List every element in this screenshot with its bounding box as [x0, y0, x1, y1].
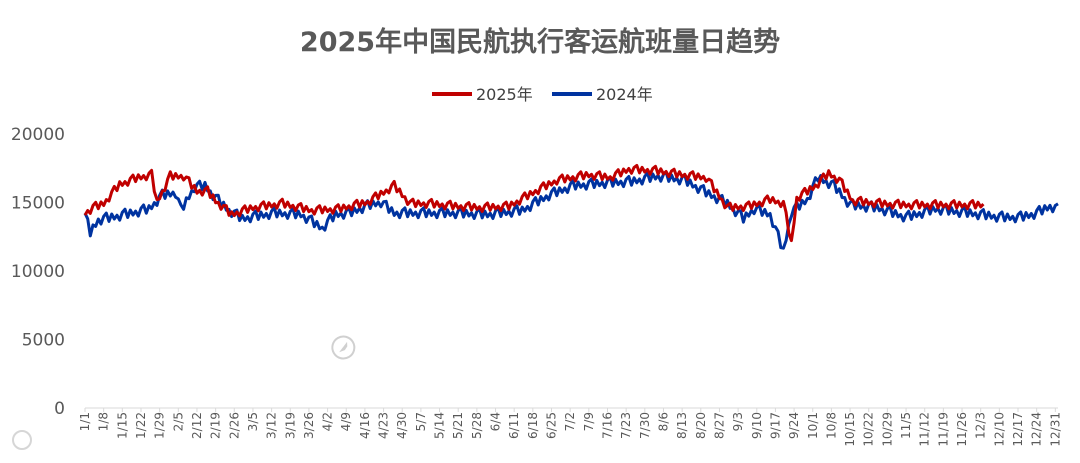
x-tick-label: 1/1 [78, 412, 92, 431]
x-tick-label: 3/19 [283, 412, 297, 439]
x-tick-label: 3/26 [302, 412, 316, 439]
y-tick-label: 0 [54, 399, 65, 419]
x-tick-label: 10/15 [843, 412, 857, 447]
x-tick-label: 1/29 [153, 412, 167, 439]
watermark [331, 335, 356, 360]
x-tick-label: 8/13 [675, 412, 689, 439]
x-tick-label: 5/21 [451, 412, 465, 439]
x-tick-label: 12/31 [1048, 412, 1062, 447]
x-tick-label: 2/12 [190, 412, 204, 439]
x-tick-label: 3/5 [246, 412, 260, 431]
x-tick-label: 4/30 [395, 412, 409, 439]
watermark-plane-icon [339, 341, 348, 353]
x-tick-label: 5/14 [433, 412, 447, 439]
y-tick-label: 10000 [11, 262, 65, 282]
x-tick-label: 4/23 [377, 412, 391, 439]
y-tick-label: 15000 [11, 194, 65, 214]
x-tick-label: 8/27 [712, 412, 726, 439]
x-tick-label: 4/2 [321, 412, 335, 431]
legend-label-2024: 2024年 [596, 85, 653, 104]
x-tick-label: 3/12 [265, 412, 279, 439]
y-axis: 20000 15000 10000 5000 0 [11, 125, 65, 419]
x-tick-label: 7/9 [582, 412, 596, 431]
corner-brand [12, 430, 32, 450]
x-tick-label: 6/18 [526, 412, 540, 439]
y-tick-label: 20000 [11, 125, 65, 145]
x-tick-label: 6/4 [489, 412, 503, 431]
x-tick-label: 4/16 [358, 412, 372, 439]
x-tick-label: 10/22 [862, 412, 876, 447]
x-tick-label: 1/8 [97, 412, 111, 431]
x-tick-label: 6/11 [507, 412, 521, 439]
x-tick-label: 8/6 [656, 412, 670, 431]
x-tick-label: 11/19 [936, 412, 950, 447]
x-tick-label: 7/2 [563, 412, 577, 431]
x-tick-label: 2/5 [171, 412, 185, 431]
x-tick-label: 10/8 [824, 412, 838, 439]
x-tick-label: 12/3 [974, 412, 988, 439]
x-tick-label: 6/25 [545, 412, 559, 439]
x-tick-label: 4/9 [339, 412, 353, 431]
x-tick-label: 9/3 [731, 412, 745, 431]
x-tick-label: 12/17 [1011, 412, 1025, 447]
x-tick-label: 1/15 [115, 412, 129, 439]
x-tick-label: 8/20 [694, 412, 708, 439]
x-tick-label: 2/26 [227, 412, 241, 439]
series-line-2024 [83, 170, 1059, 250]
x-tick-label: 5/28 [470, 412, 484, 439]
x-tick-label: 12/10 [992, 412, 1006, 447]
x-tick-label: 10/1 [806, 412, 820, 439]
x-tick-label: 9/24 [787, 412, 801, 439]
x-tick-label: 9/10 [750, 412, 764, 439]
series-line-2025 [83, 163, 985, 243]
watermark-logo-icon [331, 335, 356, 360]
x-tick-label: 2/19 [209, 412, 223, 439]
x-tick-label: 7/23 [619, 412, 633, 439]
x-tick-label: 12/24 [1030, 412, 1044, 447]
x-tick-label: 5/7 [414, 412, 428, 431]
x-tick-label: 10/29 [880, 412, 894, 447]
x-tick-label: 7/30 [638, 412, 652, 439]
legend-label-2025: 2025年 [476, 85, 533, 104]
y-tick-label: 5000 [22, 331, 65, 351]
legend: 2025年 2024年 [432, 85, 653, 104]
x-tick-label: 11/12 [918, 412, 932, 447]
x-tick-label: 9/17 [768, 412, 782, 439]
chart-title: 2025年中国民航执行客运航班量日趋势 [300, 26, 780, 58]
x-tick-label: 1/22 [134, 412, 148, 439]
x-tick-label: 7/16 [600, 412, 614, 439]
series-layer [83, 163, 1059, 250]
x-tick-label: 11/5 [899, 412, 913, 439]
corner-logo-icon [12, 430, 32, 450]
x-axis: 1/1 1/8 1/15 1/22 1/29 2/5 2/12 2/19 2/26 3/5 3/12… [78, 408, 1062, 447]
x-tick-label: 11/26 [955, 412, 969, 447]
